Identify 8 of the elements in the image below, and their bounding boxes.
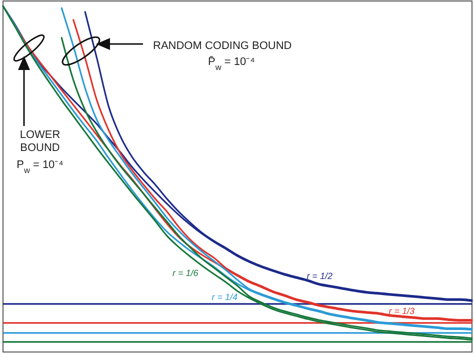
- series-label: r = 1/3: [388, 306, 415, 316]
- series-label: r = 1/2: [306, 270, 332, 281]
- annotation: P$_{w}$ = 10⁻⁴: [16, 159, 64, 174]
- series-label: r = 1/4: [212, 292, 238, 302]
- annotation: RANDOM CODING BOUND: [153, 40, 292, 52]
- annotation: P̄$_{w}$ = 10⁻⁴: [208, 55, 256, 72]
- annotation: LOWER BOUND: [20, 129, 60, 154]
- series-label: r = 1/6: [172, 268, 198, 278]
